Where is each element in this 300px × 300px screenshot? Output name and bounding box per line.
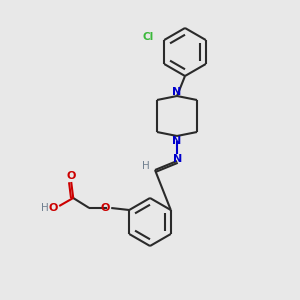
Text: O: O (67, 171, 76, 181)
Text: N: N (172, 87, 182, 97)
Text: H: H (142, 161, 150, 171)
Text: N: N (172, 136, 182, 146)
Text: O: O (49, 203, 58, 213)
Text: O: O (100, 203, 110, 213)
Text: Cl: Cl (143, 32, 154, 42)
Text: H: H (41, 203, 49, 213)
Text: N: N (173, 154, 183, 164)
